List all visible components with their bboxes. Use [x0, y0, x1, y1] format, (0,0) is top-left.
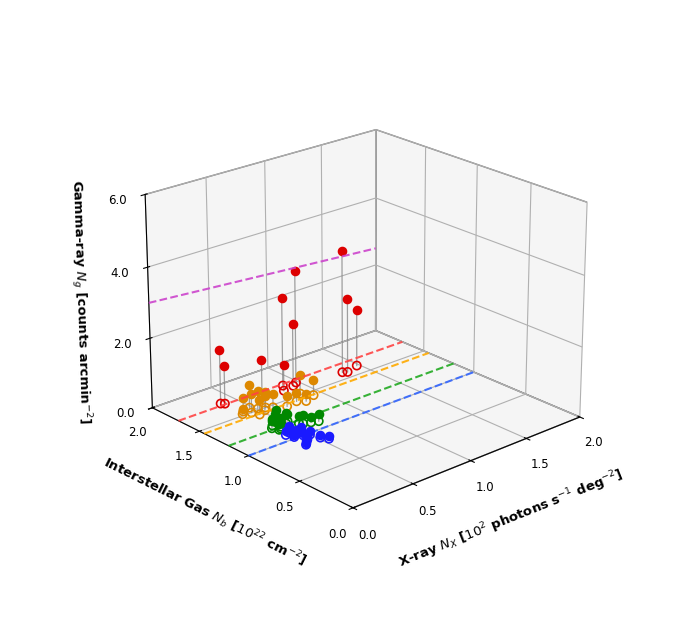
Y-axis label: Interstellar Gas $N_b$ [$10^{22}$ cm$^{-2}$]: Interstellar Gas $N_b$ [$10^{22}$ cm$^{-…: [100, 453, 309, 570]
X-axis label: X-ray $N_X$ [$10^2$ photons s$^{-1}$ deg$^{-2}$]: X-ray $N_X$ [$10^2$ photons s$^{-1}$ deg…: [395, 465, 626, 573]
